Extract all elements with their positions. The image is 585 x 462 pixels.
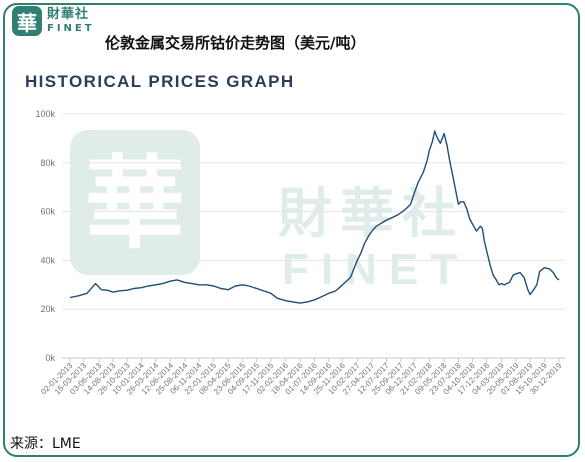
brand-seal: 華 <box>12 6 42 36</box>
y-tick-label: 100k <box>35 109 55 119</box>
watermark-name-en: FINET <box>282 245 469 294</box>
brand-name-cn: 財華社 <box>47 7 90 22</box>
y-tick-label: 0k <box>45 353 55 363</box>
brand-name-en: FINET <box>47 23 95 34</box>
y-tick-label: 60k <box>40 207 55 217</box>
brand-words: 財華社 FINET <box>47 8 95 34</box>
grid-lines <box>62 113 565 359</box>
watermark-seal <box>70 130 200 275</box>
y-tick-label: 80k <box>40 158 55 168</box>
page-title: 伦敦金属交易所钴价走势图（美元/吨） <box>105 34 366 52</box>
chart-title: HISTORICAL PRICES GRAPH <box>25 72 295 91</box>
x-axis: 02-01-201315-03-201303-06-201314-08-2013… <box>39 358 564 396</box>
y-tick-label: 40k <box>40 255 55 265</box>
watermark-name-cn: 財華社 <box>278 182 464 245</box>
source-note: 来源：LME <box>10 436 81 452</box>
y-axis: 0k 20k 40k 60k 80k 100k <box>35 109 55 363</box>
brand-logo: 華 財華社 FINET <box>12 6 95 36</box>
y-tick-label: 20k <box>40 304 55 314</box>
outer-frame <box>3 3 580 457</box>
finet-watermark: 華 財華社 FINET <box>70 130 469 294</box>
watermark-seal-char: 華 <box>85 144 185 262</box>
series-line <box>69 130 560 304</box>
